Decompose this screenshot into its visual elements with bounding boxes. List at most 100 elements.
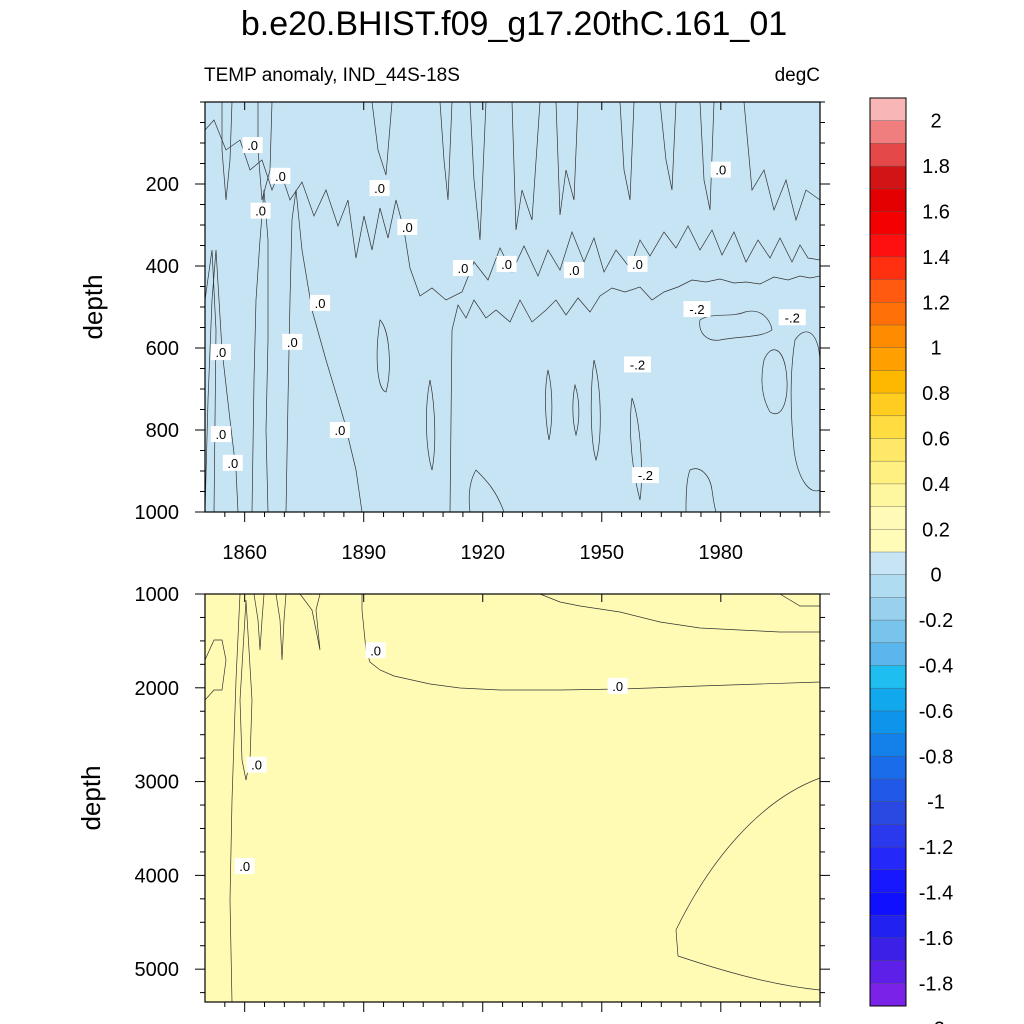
contour-label-bg [329,422,350,438]
contour-label-bg [607,677,628,694]
y-tick-label: 200 [146,174,179,196]
lower-frame [204,593,821,1003]
contour-label-bg [365,642,386,659]
colorbar-swatch [870,461,906,485]
lower-plot: 1000 2000 3000 4000 5000 .0 .0 .0 .0 [135,584,830,1012]
colorbar-swatch [870,620,906,644]
contour-label: -.2 [785,310,800,325]
colorbar-swatch [870,370,906,394]
contour-label: .0 [715,163,726,178]
colorbar-label: -0.6 [919,701,953,723]
contour-label-bg [210,426,231,443]
colorbar-label: -1.2 [919,837,953,859]
lower-contour-labels: .0 .0 .0 .0 [234,642,628,874]
x-tick-label: 1980 [699,542,744,564]
upper-frame [204,101,821,513]
contour-label-bg [631,467,659,484]
upper-blob-3 [545,369,553,441]
upper-blob-8 [630,397,642,501]
colorbar-swatch [870,733,906,757]
x-tick-label: 1860 [222,542,267,564]
y-tick-label: 1000 [135,584,180,606]
colorbar-label: -1.6 [919,928,953,950]
colorbar-swatch [870,415,906,439]
upper-region-neg02c [699,310,773,341]
colorbar-swatch [870,552,906,575]
colorbar-label: -1.4 [919,883,953,905]
contour-label: .0 [251,758,262,773]
y-tick-label: 400 [146,256,179,278]
contour-label-bg [282,333,303,350]
colorbar-swatch [870,983,906,1007]
upper-y-axis-label: depth [78,274,108,339]
contour-label-bg [234,858,255,874]
contour-label: .0 [402,220,413,235]
contour-label-bg [270,167,291,184]
colorbar-swatch [870,779,906,802]
lower-warm-pocket [204,639,227,701]
colorbar-label: 0 [930,565,941,587]
colorbar-label: 2 [930,111,941,133]
x-tick-label: 1950 [580,542,625,564]
contour-label-bg [623,356,651,373]
colorbar-label: 1.8 [922,156,950,178]
colorbar-swatch [870,211,906,235]
upper-column-3 [285,189,363,513]
colorbar-swatch [870,98,906,121]
contour-label-bg [250,202,271,219]
contour-label: .0 [632,257,643,272]
contour-label: .0 [370,643,381,658]
lower-region-pos02 [675,777,821,991]
colorbar-swatch [870,937,906,961]
upper-contour-labels: .0.0.0.0.0.0.0.0.0.0.0.0.0.0.0.0-.2-.2-.… [210,137,806,484]
colorbar-swatch [870,529,906,553]
contour-label-bg [564,262,584,279]
colorbar-swatch [870,506,906,530]
contour-label-bg [710,161,731,178]
colorbar-swatch [870,279,906,303]
y-tick-label: 4000 [135,865,180,887]
lower-y-axis-label: depth [76,765,106,830]
colorbar-swatch [870,302,906,326]
colorbar-label: -1.8 [919,973,953,995]
upper-region-neg04b [790,331,821,492]
left-subtitle: TEMP anomaly, IND_44S-18S [204,65,460,86]
lower-region-base [205,594,820,1002]
contour-label: .0 [374,181,385,196]
colorbar-swatch [870,915,906,939]
y-tick-label: 1000 [135,502,180,524]
contour-label: .0 [275,169,286,184]
y-tick-label: 5000 [135,959,180,981]
colorbar-label: 0.8 [922,383,950,405]
contour-label: .0 [215,427,226,442]
colorbar-swatch [870,166,906,190]
colorbar-swatch [870,143,906,167]
colorbar-label: -2 [927,1019,945,1024]
colorbar-label: 1.4 [922,247,950,269]
upper-axis-ticks: 1860 1890 1920 1950 1980 200 400 600 800 1000 [135,101,830,564]
colorbar-label: 0.2 [922,519,950,541]
contour-label-bg [683,301,711,318]
colorbar-label: 1 [930,338,941,360]
colorbar: 2 1.8 1.6 1.4 1.2 1 0.8 0.6 0.4 0.2 0 -0.2 -0.4 -0.6 -… [869,97,953,1024]
colorbar-swatch [870,347,906,371]
colorbar-swatch [870,597,906,621]
colorbar-swatch [870,892,906,916]
y-tick-label: 600 [146,338,179,360]
contour-label: .0 [287,335,298,350]
contour-label: -.2 [689,302,704,317]
colorbar-swatch [870,688,906,712]
colorbar-swatch [870,824,906,848]
upper-plot: 1860 1890 1920 1950 1980 200 400 600 800 1000 .0.… [135,101,830,564]
colorbar-swatch [870,756,906,780]
contour-label: .0 [569,263,580,278]
upper-blob-1 [376,319,390,393]
units-subtitle: degC [775,65,820,86]
colorbar-swatch [870,234,906,258]
colorbar-swatch [870,801,906,825]
contour-label: .0 [457,261,468,276]
colorbar-swatch [870,665,906,689]
colorbar-label: 0.6 [922,429,950,451]
colorbar-label: -0.4 [919,656,953,678]
colorbar-label: -0.8 [919,746,953,768]
